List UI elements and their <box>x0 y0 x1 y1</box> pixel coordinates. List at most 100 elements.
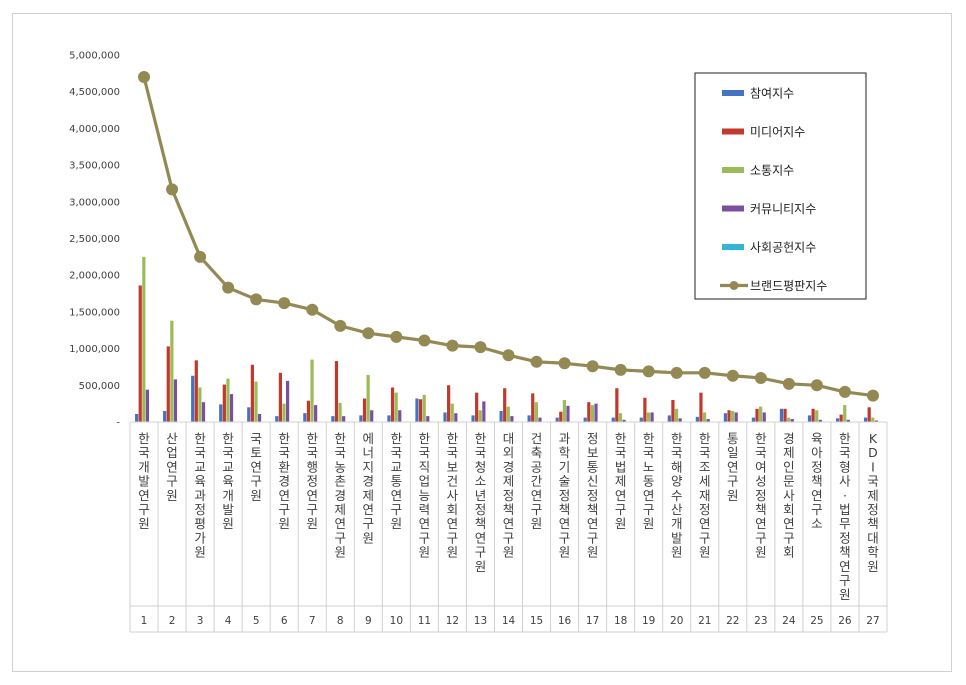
bar <box>422 394 426 422</box>
bar <box>443 412 447 422</box>
bar <box>173 379 178 422</box>
bar <box>138 285 142 422</box>
bar <box>471 415 475 422</box>
line-point <box>362 327 375 340</box>
y-tick-label: 2,000,000 <box>69 271 120 282</box>
bar <box>699 392 703 422</box>
bar <box>835 418 840 422</box>
legend-box <box>694 72 867 300</box>
bar <box>454 413 458 422</box>
bar <box>359 415 363 422</box>
y-tick-label: 3,000,000 <box>69 197 120 208</box>
line-point <box>306 303 319 316</box>
legend-swatch <box>722 244 744 250</box>
bar <box>674 408 679 422</box>
bar <box>426 416 430 422</box>
rank-number: 3 <box>197 615 204 627</box>
line-point <box>754 371 767 384</box>
bar <box>671 399 675 422</box>
bar <box>254 381 258 422</box>
bar <box>510 416 514 422</box>
rank-number: 21 <box>698 615 711 627</box>
bar <box>194 360 198 422</box>
rank-number: 2 <box>169 615 176 627</box>
bar <box>755 408 759 422</box>
bar <box>166 346 170 422</box>
bar <box>643 397 647 422</box>
bar <box>503 388 507 422</box>
bar <box>783 408 787 422</box>
bar <box>871 417 875 422</box>
y-tick-label: 1,000,000 <box>69 344 120 355</box>
line-point <box>698 366 711 379</box>
line-point <box>334 319 347 332</box>
bar <box>790 419 794 422</box>
bar <box>275 416 279 422</box>
line-point <box>558 357 571 370</box>
line-point <box>586 360 599 373</box>
bar <box>731 410 735 422</box>
legend-label: 브랜드평판지수 <box>750 279 827 293</box>
line-point <box>194 250 207 263</box>
legend-swatch <box>722 90 744 96</box>
bar <box>639 417 643 422</box>
bar <box>387 415 391 422</box>
legend-swatch <box>722 205 744 212</box>
bar <box>611 417 615 422</box>
legend-label: 미디어지수 <box>750 125 805 139</box>
legend-label: 참여지수 <box>750 87 794 101</box>
bar <box>170 320 174 422</box>
line-point <box>446 339 459 352</box>
line-point <box>474 341 487 354</box>
line-point <box>642 365 655 378</box>
legend-label: 소통지수 <box>750 164 794 178</box>
legend-label: 사회공헌지수 <box>750 241 816 255</box>
y-tick-label: 1,500,000 <box>69 307 120 318</box>
bar <box>415 398 419 422</box>
bar <box>135 413 139 422</box>
y-tick-label: 4,500,000 <box>69 87 120 98</box>
bar <box>366 375 370 422</box>
bar <box>229 394 234 422</box>
rank-number: 24 <box>782 615 796 627</box>
bar <box>650 412 654 422</box>
bar <box>338 402 342 422</box>
bar <box>527 415 531 422</box>
bar <box>538 417 542 422</box>
line-point <box>810 379 823 392</box>
y-axis: - 500,000 1,000,000 1,500,000 2,000,000 2,500… <box>69 51 120 429</box>
line-series-group <box>138 71 879 402</box>
rank-number: 4 <box>225 615 232 627</box>
bar <box>587 402 591 422</box>
bar <box>667 415 671 422</box>
y-tick-label: 3,500,000 <box>69 161 120 172</box>
bar <box>727 410 731 422</box>
line-point <box>278 297 291 310</box>
bar <box>362 398 367 422</box>
bar <box>555 417 559 422</box>
line-point <box>222 281 235 294</box>
bar <box>418 399 423 422</box>
bar <box>257 413 262 422</box>
line-point <box>166 183 179 196</box>
bar <box>843 405 847 422</box>
bar <box>706 419 710 422</box>
y-tick-label: - <box>116 418 120 429</box>
bar <box>562 399 566 422</box>
line-point <box>418 334 431 347</box>
rank-number: 13 <box>474 615 487 627</box>
y-tick-label: 500,000 <box>79 381 120 392</box>
category-label: 한 국 형 사 · 법 무 정 책 연 구 원 <box>839 431 851 602</box>
bar <box>331 416 335 422</box>
line-point <box>530 355 543 368</box>
